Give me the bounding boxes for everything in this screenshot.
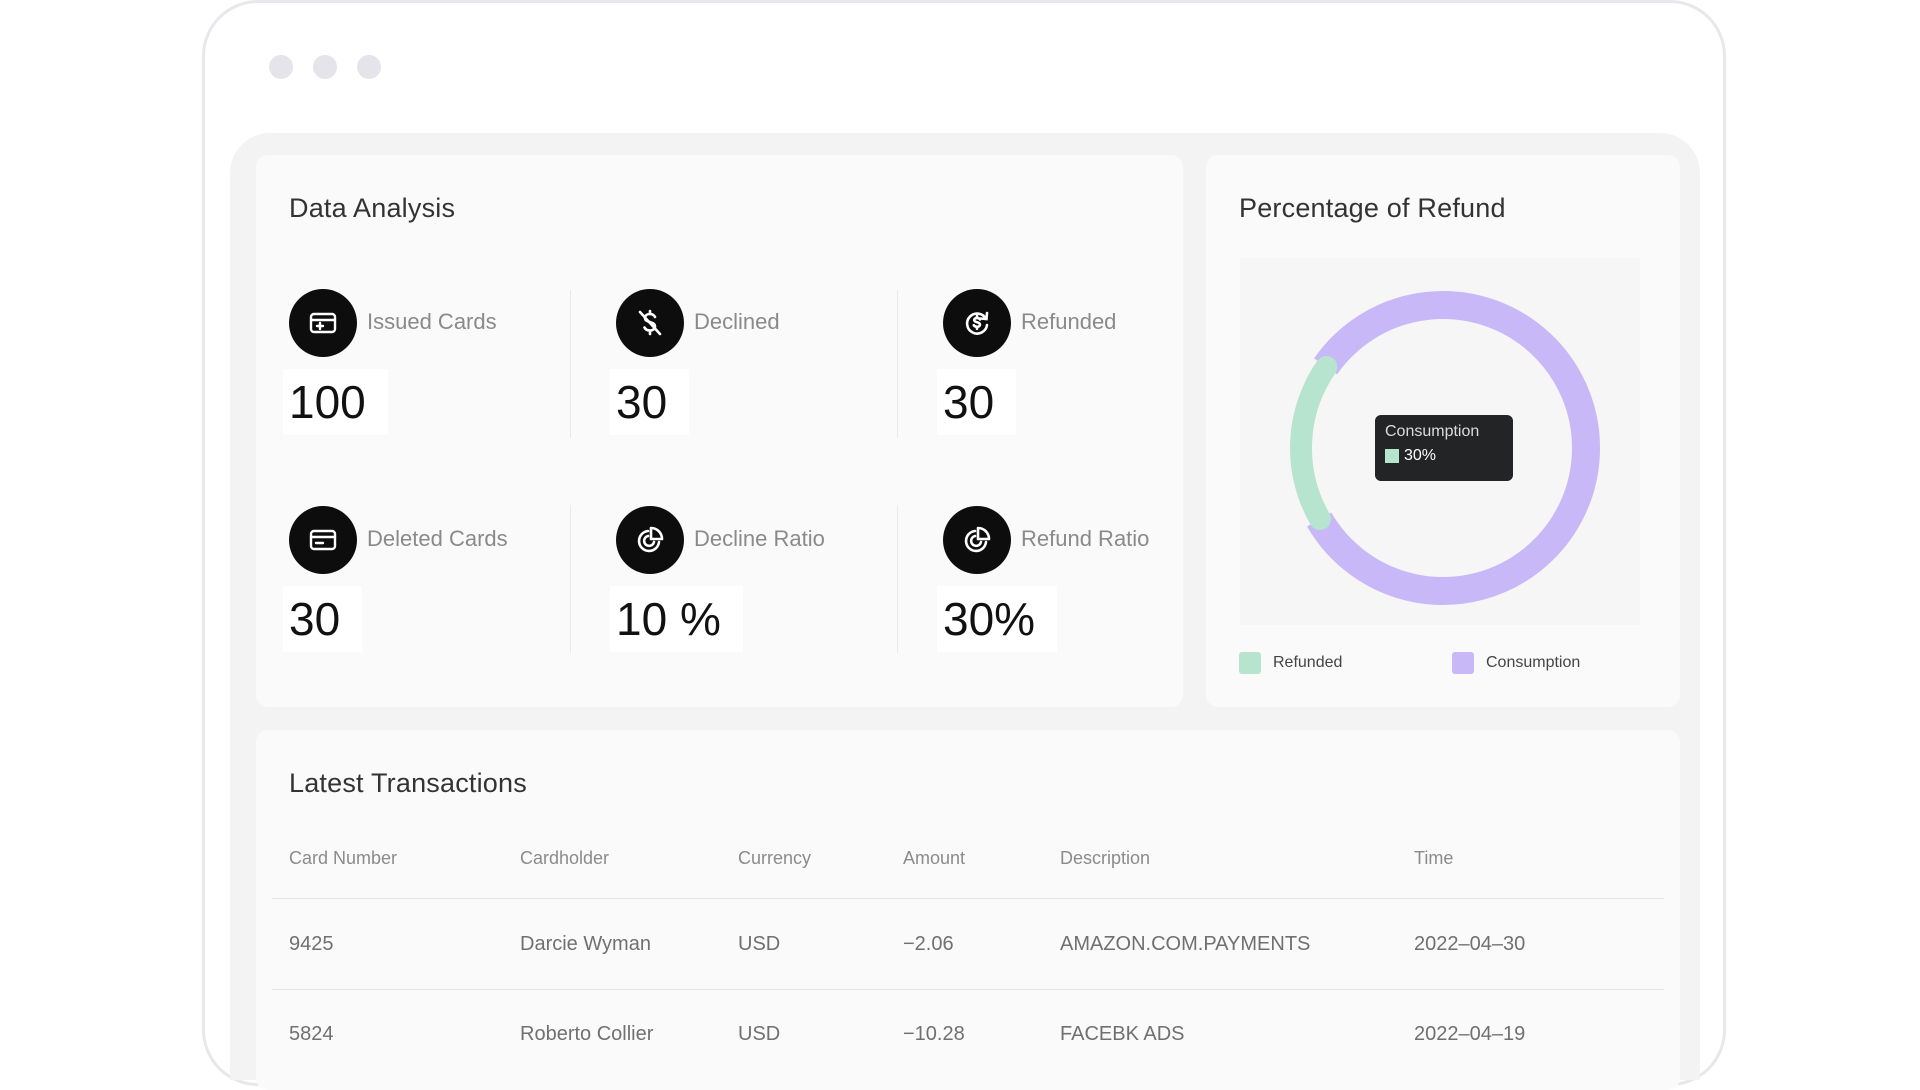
divider	[897, 505, 898, 653]
divider	[570, 290, 571, 438]
donut-slice-refunded[interactable]	[1290, 355, 1338, 530]
donut-chart[interactable]	[1273, 278, 1613, 618]
stat-value: 30%	[937, 586, 1058, 652]
column-header[interactable]: Currency	[738, 848, 812, 868]
tooltip-swatch	[1385, 449, 1399, 463]
stat-value: 30	[937, 369, 1017, 435]
window-dot-1[interactable]	[269, 55, 293, 79]
divider	[570, 505, 571, 653]
stat-label: Decline Ratio	[694, 526, 825, 551]
legend-item-consumption[interactable]: Consumption	[1452, 652, 1580, 674]
card-add-icon	[289, 289, 357, 357]
table-divider	[272, 898, 1664, 899]
tooltip-row: 30%	[1385, 447, 1503, 465]
stat-value: 100	[283, 369, 388, 435]
stat-value: 30	[283, 586, 363, 652]
dollar-slash-icon	[616, 289, 684, 357]
column-header[interactable]: Cardholder	[520, 848, 610, 868]
legend-swatch-consumption	[1452, 652, 1474, 674]
stat-label: Refund Ratio	[1021, 526, 1150, 551]
column-header[interactable]: Card Number	[289, 848, 398, 868]
column-header[interactable]: Time	[1414, 848, 1454, 868]
stat-declined: Declined 30	[610, 289, 916, 449]
window-dot-3[interactable]	[357, 55, 381, 79]
refund-chart-title: Percentage of Refund	[1239, 193, 1506, 223]
transactions-card	[256, 730, 1680, 1090]
transactions-title: Latest Transactions	[289, 768, 527, 798]
cell-card-number: 9425	[289, 933, 334, 955]
data-analysis-title: Data Analysis	[289, 193, 456, 223]
stat-decline-ratio: Decline Ratio 10 %	[610, 506, 916, 666]
tooltip-title: Consumption	[1385, 423, 1480, 440]
cell-currency: USD	[738, 933, 781, 955]
cell-cardholder: Darcie Wyman	[520, 933, 651, 955]
chart-tooltip: Consumption 30%	[1375, 415, 1513, 481]
cell-cardholder: Roberto Collier	[520, 1023, 654, 1045]
pie-ratio-icon	[616, 506, 684, 574]
card-minus-icon	[289, 506, 357, 574]
donut-slice-consumption[interactable]	[1307, 291, 1600, 605]
cell-amount: −2.06	[903, 933, 954, 955]
cell-amount: −10.28	[903, 1023, 965, 1045]
stat-label: Issued Cards	[367, 309, 497, 334]
stat-value: 30	[610, 369, 690, 435]
cell-currency: USD	[738, 1023, 781, 1045]
stat-refund-ratio: Refund Ratio 30%	[937, 506, 1243, 666]
tooltip-value: 30%	[1404, 447, 1437, 464]
stat-value: 10 %	[610, 586, 743, 652]
divider	[897, 290, 898, 438]
column-header[interactable]: Description	[1060, 848, 1151, 868]
legend-label: Refunded	[1273, 654, 1343, 671]
column-header[interactable]: Amount	[903, 848, 966, 868]
refund-dollar-icon	[943, 289, 1011, 357]
stat-label: Deleted Cards	[367, 526, 508, 551]
stat-refunded: Refunded 30	[937, 289, 1243, 449]
stat-label: Declined	[694, 309, 780, 334]
legend-label: Consumption	[1486, 654, 1581, 671]
legend-swatch-refunded	[1239, 652, 1261, 674]
cell-time: 2022–04–30	[1414, 933, 1526, 955]
stat-deleted-cards: Deleted Cards 30	[283, 506, 589, 666]
table-divider	[272, 989, 1664, 990]
cell-card-number: 5824	[289, 1023, 334, 1045]
cell-description: FACEBK ADS	[1060, 1023, 1185, 1045]
stat-label: Refunded	[1021, 309, 1117, 334]
cell-time: 2022–04–19	[1414, 1023, 1526, 1045]
window-controls	[269, 55, 381, 79]
stat-issued-cards: Issued Cards 100	[283, 289, 589, 449]
legend-item-refunded[interactable]: Refunded	[1239, 652, 1342, 674]
pie-ratio-icon	[943, 506, 1011, 574]
cell-description: AMAZON.COM.PAYMENTS	[1060, 933, 1311, 955]
window-dot-2[interactable]	[313, 55, 337, 79]
